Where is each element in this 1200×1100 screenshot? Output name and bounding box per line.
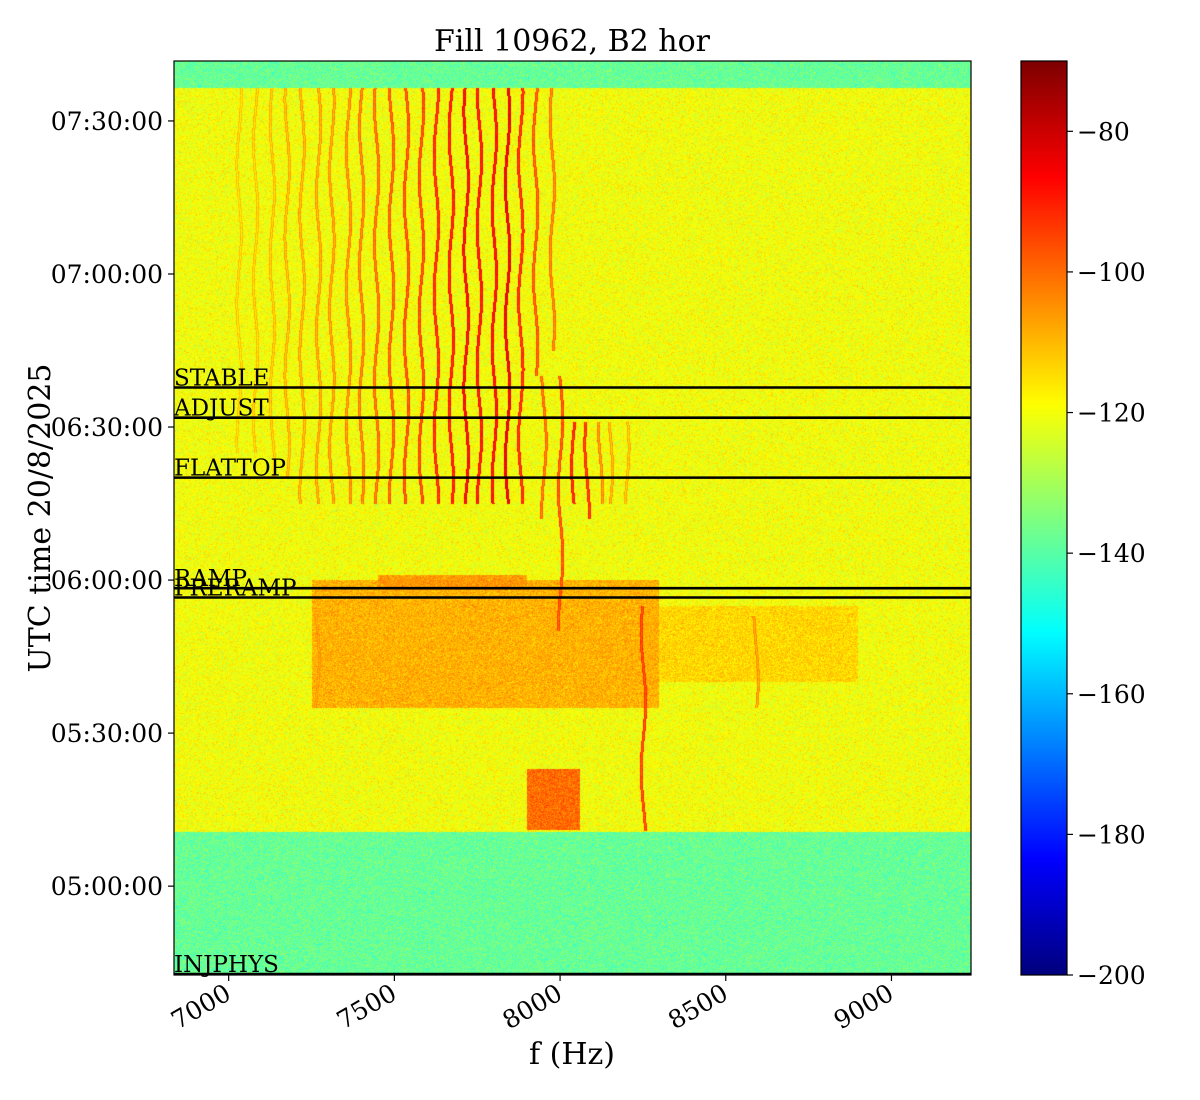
colorbar-tick-label: −140 — [1077, 539, 1146, 568]
x-tick-label: 8500 — [663, 978, 733, 1035]
colorbar-gradient — [1021, 61, 1067, 975]
y-tick-label: 06:30:00 — [51, 413, 163, 442]
x-axis: 7000 7500 8000 8500 9000 — [166, 975, 898, 1035]
colorbar-tick-label: −100 — [1077, 258, 1146, 287]
event-label: PRERAMP — [174, 575, 297, 601]
plot-frame — [173, 60, 972, 976]
event-label: ADJUST — [173, 396, 269, 422]
colorbar-ticks: −200 −180 −160 −140 −120 −100 −80 — [1067, 117, 1146, 990]
x-axis-label: f (Hz) — [529, 1037, 615, 1072]
colorbar-tick-label: −200 — [1077, 961, 1146, 990]
colorbar-tick-label: −120 — [1077, 399, 1146, 428]
event-label: FLATTOP — [174, 456, 286, 482]
y-axis-label: UTC time 20/8/2025 — [23, 364, 58, 673]
y-axis: 05:00:00 05:30:00 06:00:00 06:30:00 07:00:00… — [51, 107, 174, 901]
colorbar-tick-label: −180 — [1077, 820, 1146, 849]
x-tick-label: 7000 — [166, 978, 236, 1035]
y-tick-label: 07:30:00 — [51, 107, 163, 136]
y-tick-label: 07:00:00 — [51, 260, 163, 289]
colorbar-tick-label: −160 — [1077, 680, 1146, 709]
x-tick-label: 8000 — [497, 978, 567, 1035]
chart-title: Fill 10962, B2 hor — [434, 24, 711, 59]
y-tick-label: 06:00:00 — [51, 566, 163, 595]
event-label: STABLE — [174, 365, 269, 391]
x-tick-label: 9000 — [829, 978, 899, 1035]
colorbar: −200 −180 −160 −140 −120 −100 −80 — [1020, 60, 1146, 990]
event-label: RAMP — [174, 566, 247, 592]
plot-area — [174, 61, 971, 975]
x-tick-label: 7500 — [332, 978, 402, 1035]
heatmap-image — [174, 61, 971, 975]
colorbar-frame — [1020, 60, 1068, 976]
y-tick-label: 05:00:00 — [51, 872, 163, 901]
event-label: INJPHYS — [174, 952, 279, 978]
colorbar-tick-label: −80 — [1077, 117, 1130, 146]
y-tick-label: 05:30:00 — [51, 719, 163, 748]
